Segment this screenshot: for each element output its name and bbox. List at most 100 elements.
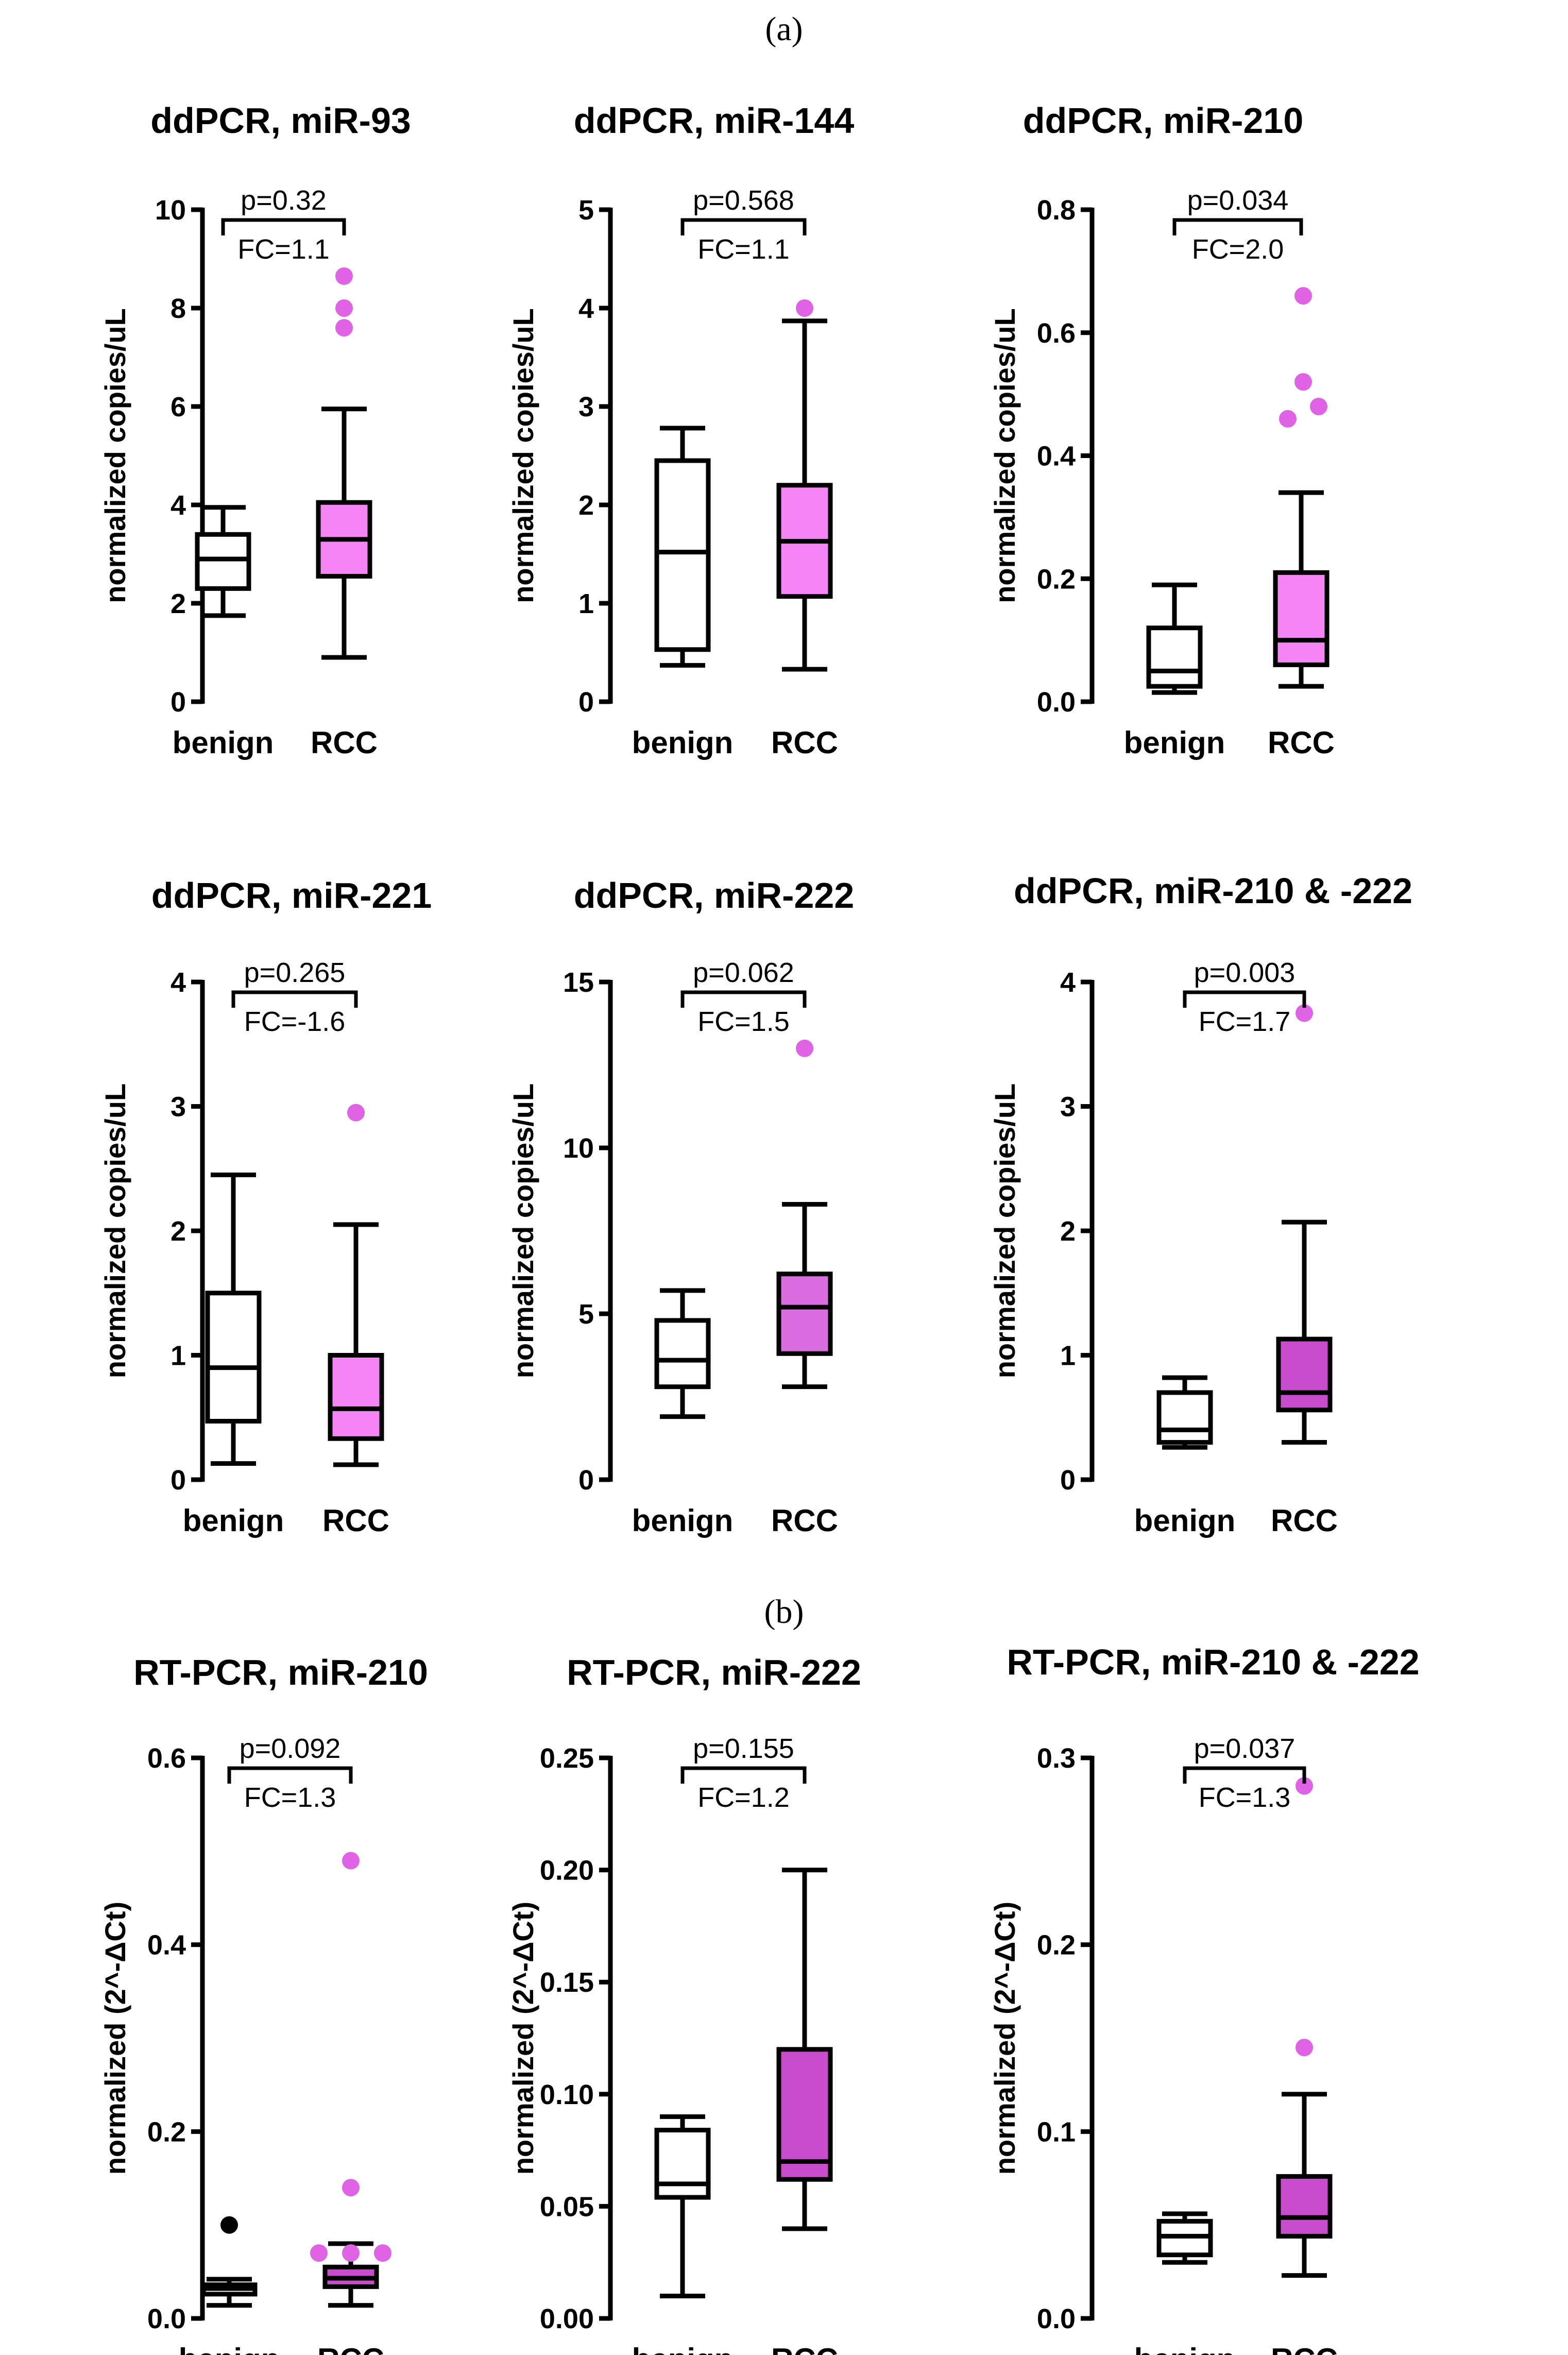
y-tick-label: 0.1 — [1037, 2116, 1076, 2147]
y-tick-label: 3 — [1060, 1092, 1076, 1123]
box-iqr — [654, 1318, 711, 1390]
y-tick-label: 0.6 — [1037, 318, 1076, 349]
chart-panel-a2: ddPCR, miR-144 normalized copies/uL 0 1 2 3 4 5… — [507, 100, 854, 760]
y-axis-label: normalized copies/uL — [507, 308, 539, 603]
significance-bracket — [1183, 990, 1306, 1008]
y-tick-label: 1 — [1060, 1341, 1076, 1371]
outlier-point — [1279, 410, 1297, 428]
outlier-point — [1294, 373, 1312, 391]
p-value-label: p=0.037 — [1194, 1733, 1296, 1764]
y-tick-label: 1 — [578, 588, 594, 619]
p-value-label: p=0.062 — [693, 957, 794, 988]
y-tick-label: 4 — [171, 490, 186, 521]
y-tick-label: 5 — [578, 195, 594, 226]
y-tick-label: 0 — [171, 1465, 186, 1496]
y-tick-label: 3 — [578, 392, 594, 422]
x-category-label: benign — [632, 2342, 734, 2355]
fold-change-label: FC=1.3 — [1199, 1782, 1291, 1813]
box-benign — [1156, 2211, 1213, 2265]
fold-change-label: FC=1.3 — [244, 1782, 336, 1813]
x-category-label: RCC — [311, 725, 378, 760]
chart-title: ddPCR, miR-221 — [151, 875, 432, 916]
outlier-point — [335, 267, 353, 285]
y-tick-label: 0.20 — [540, 1855, 594, 1886]
y-tick-label: 0.25 — [540, 1743, 594, 1774]
chart-title: ddPCR, miR-144 — [574, 100, 855, 141]
outlier-point — [1296, 1777, 1313, 1795]
p-value-label: p=0.32 — [241, 185, 327, 216]
x-category-label: RCC — [322, 1503, 389, 1538]
y-tick-label: 5 — [578, 1299, 594, 1330]
box-benign — [654, 426, 711, 668]
significance-bracket — [227, 1766, 353, 1784]
outlier-point — [796, 1039, 813, 1057]
y-tick-label: 0.4 — [147, 1930, 186, 1961]
x-category-label: RCC — [1268, 725, 1335, 760]
y-tick-label: 0.0 — [1037, 687, 1076, 718]
outlier-point — [1294, 287, 1312, 305]
box-rcc — [310, 1852, 391, 2308]
box-iqr — [1146, 625, 1203, 689]
outlier-point — [342, 1852, 360, 1870]
chart-panel-a6: ddPCR, miR-210 & -222 normalized copies/u… — [988, 871, 1412, 1538]
x-category-label: benign — [183, 1503, 284, 1538]
y-tick-label: 0.6 — [147, 1743, 186, 1774]
box-iqr — [776, 2047, 833, 2182]
box-iqr — [776, 1272, 833, 1356]
box-rcc — [316, 267, 372, 660]
x-category-label: benign — [632, 725, 734, 760]
chart-title: ddPCR, miR-210 & -222 — [1014, 871, 1412, 911]
y-tick-label: 0 — [578, 1465, 594, 1496]
significance-bracket — [680, 1766, 807, 1784]
y-tick-label: 8 — [171, 293, 186, 324]
y-tick-label: 6 — [171, 392, 186, 422]
significance-bracket — [680, 218, 807, 235]
y-tick-label: 2 — [578, 490, 594, 521]
y-tick-label: 4 — [1060, 967, 1076, 998]
chart-title: ddPCR, miR-210 — [1023, 100, 1304, 141]
y-tick-label: 0.2 — [1037, 1930, 1076, 1961]
fold-change-label: FC=1.1 — [697, 234, 790, 265]
y-tick-label: 0.4 — [1037, 441, 1076, 472]
y-tick-label: 0.2 — [1037, 564, 1076, 595]
significance-bracket — [231, 990, 358, 1008]
fold-change-label: FC=-1.6 — [244, 1006, 346, 1037]
section-label-b: (b) — [764, 1593, 804, 1631]
outlier-point — [347, 1104, 365, 1122]
chart-panel-a5: ddPCR, miR-222 normalized copies/uL 0 5 10 15… — [507, 875, 854, 1538]
y-axis-label: normalized (2^-ΔCt) — [988, 1902, 1021, 2175]
box-rcc — [1276, 1004, 1333, 1445]
outlier-point — [310, 2244, 328, 2262]
y-tick-label: 10 — [155, 195, 186, 226]
box-benign — [654, 2114, 711, 2298]
x-category-label: RCC — [771, 2342, 838, 2355]
box-benign — [205, 1172, 262, 1466]
outlier-point — [220, 2216, 238, 2234]
y-axis-label: normalized copies/uL — [99, 1083, 131, 1379]
outlier-point — [796, 299, 813, 317]
box-rcc — [776, 299, 833, 672]
y-tick-label: 0.8 — [1037, 195, 1076, 226]
box-benign — [1156, 1375, 1213, 1450]
y-tick-label: 0 — [1060, 1465, 1076, 1496]
y-tick-label: 0.0 — [147, 2303, 186, 2334]
y-tick-label: 15 — [563, 967, 594, 998]
p-value-label: p=0.034 — [1187, 185, 1289, 216]
chart-title: ddPCR, miR-222 — [574, 875, 855, 916]
y-tick-label: 0 — [171, 687, 186, 718]
significance-bracket — [1172, 218, 1303, 235]
chart-title: RT-PCR, miR-210 & -222 — [1007, 1642, 1419, 1682]
y-tick-label: 0.15 — [540, 1967, 594, 1998]
chart-panel-b3: RT-PCR, miR-210 & -222 normalized (2^-ΔCt… — [988, 1642, 1420, 2355]
chart-panel-a1: ddPCR, miR-93 normalized copies/uL 0 2 4 6 8 10… — [99, 100, 411, 760]
y-axis-label: normalized copies/uL — [507, 1083, 539, 1379]
p-value-label: p=0.003 — [1194, 957, 1296, 988]
fold-change-label: FC=1.2 — [697, 1782, 790, 1813]
significance-bracket — [221, 218, 346, 235]
box-iqr — [1276, 1336, 1333, 1413]
p-value-label: p=0.265 — [244, 957, 346, 988]
p-value-label: p=0.568 — [693, 185, 794, 216]
box-benign — [201, 2216, 258, 2308]
x-category-label: benign — [1134, 2342, 1236, 2355]
